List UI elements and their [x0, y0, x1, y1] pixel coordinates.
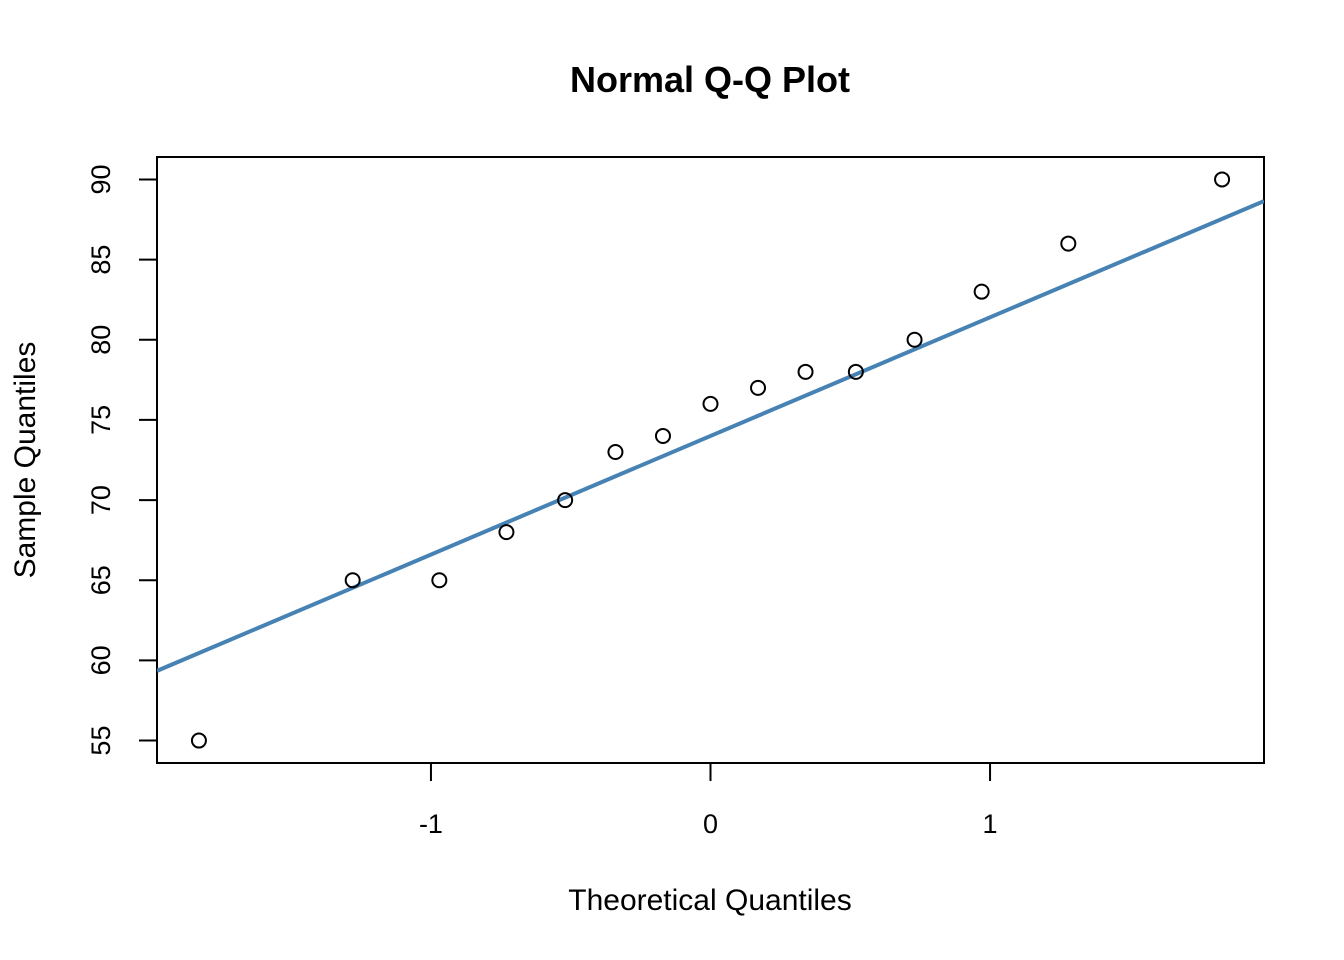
- data-point: [557, 492, 574, 509]
- data-point: [797, 363, 814, 380]
- x-tick-label: 0: [703, 809, 718, 839]
- data-point: [702, 395, 719, 412]
- data-point: [1060, 235, 1077, 252]
- data-point: [654, 427, 671, 444]
- data-point: [190, 732, 207, 749]
- y-axis: 55 60 65 70 75 80 85 90: [86, 164, 157, 756]
- points-group: [190, 171, 1231, 749]
- chart-title: Normal Q-Q Plot: [570, 59, 850, 100]
- y-tick-label: 70: [86, 485, 116, 515]
- x-tick-label: 1: [983, 809, 998, 839]
- data-point: [344, 572, 361, 589]
- x-tick-label: -1: [419, 809, 443, 839]
- data-point: [973, 283, 990, 300]
- data-point: [431, 572, 448, 589]
- data-point: [750, 379, 767, 396]
- reference-line-group: [157, 199, 1264, 673]
- data-point: [607, 443, 624, 460]
- data-point: [498, 524, 515, 541]
- y-tick-label: 55: [86, 726, 116, 756]
- y-tick-label: 85: [86, 245, 116, 275]
- y-axis-label: Sample Quantiles: [9, 342, 42, 579]
- y-tick-label: 75: [86, 405, 116, 435]
- y-tick-label: 80: [86, 325, 116, 355]
- x-axis-label: Theoretical Quantiles: [568, 884, 851, 917]
- data-point: [906, 331, 923, 348]
- plot-frame: [156, 156, 1265, 764]
- data-point: [847, 363, 864, 380]
- data-point: [1214, 171, 1231, 188]
- x-axis: -1 0 1: [419, 763, 998, 839]
- reference-line: [157, 199, 1264, 673]
- y-tick-label: 60: [86, 645, 116, 675]
- y-tick-label: 90: [86, 164, 116, 194]
- y-tick-label: 65: [86, 565, 116, 595]
